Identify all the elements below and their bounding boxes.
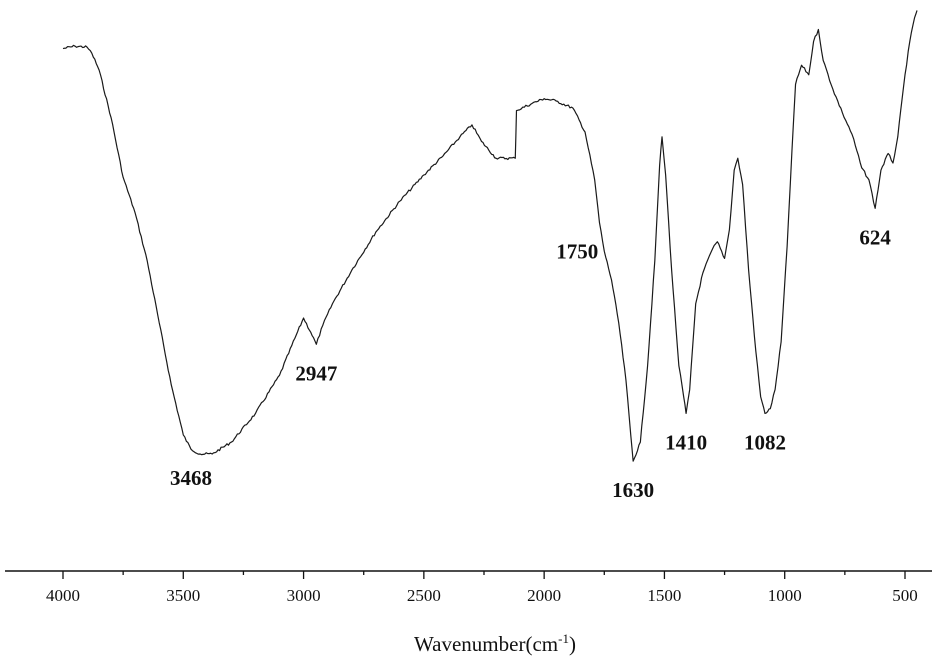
x-axis-title-main: Wavenumber(cm xyxy=(414,632,558,656)
peak-label: 2947 xyxy=(295,361,337,385)
peak-label: 1750 xyxy=(556,239,598,263)
peak-label: 1630 xyxy=(612,478,654,502)
x-tick-label: 3000 xyxy=(287,586,321,605)
x-tick-label: 2500 xyxy=(407,586,441,605)
peak-label: 1410 xyxy=(665,430,707,454)
x-axis-title: Wavenumber(cm-1) xyxy=(414,631,576,656)
x-axis-title-superscript: -1 xyxy=(558,631,569,646)
spectrum-line xyxy=(62,10,918,462)
x-axis-title-close: ) xyxy=(569,632,576,656)
peak-annotations: 3468 2947 1750 1630 1410 1082 624 xyxy=(170,225,891,502)
plot-area xyxy=(62,10,918,462)
x-tick-label: 3500 xyxy=(166,586,200,605)
x-tick-label: 1500 xyxy=(647,586,681,605)
x-tick-label: 2000 xyxy=(527,586,561,605)
peak-label: 1082 xyxy=(744,430,786,454)
x-tick-label: 1000 xyxy=(768,586,802,605)
peak-label: 3468 xyxy=(170,466,212,490)
peak-label: 624 xyxy=(859,225,891,249)
x-axis-ticks: 4000 3500 3000 2500 2000 1500 1000 500 xyxy=(46,571,918,605)
x-tick-label: 4000 xyxy=(46,586,80,605)
x-tick-label: 500 xyxy=(892,586,918,605)
